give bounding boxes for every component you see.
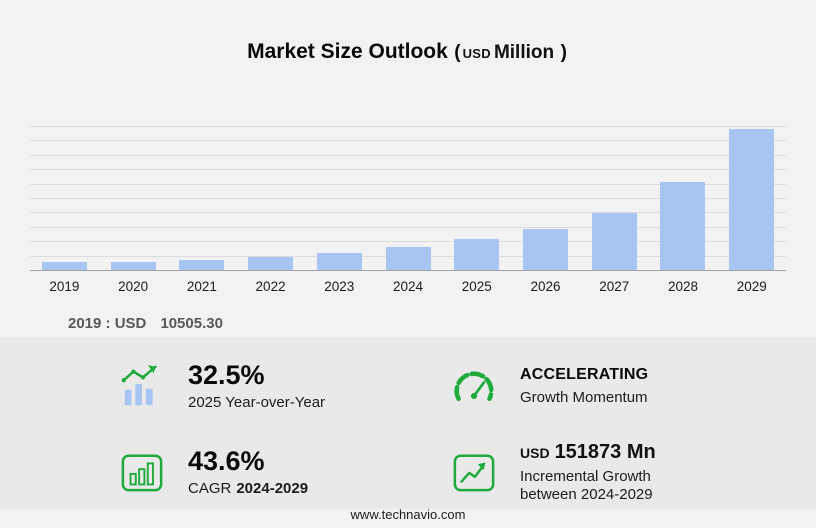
speedometer-icon [450, 366, 498, 406]
x-tick-label: 2025 [461, 279, 492, 294]
gridline [30, 183, 786, 185]
market-size-bar-chart: 2019 2020 2021 2022 2023 2024 2025 2026 2027 2028… [30, 126, 786, 294]
step-growth-icon [450, 450, 498, 494]
bar-2019 [41, 261, 87, 270]
bar-2029 [729, 128, 775, 270]
stat-incremental: USD 151873 Mn Incremental Growth between … [450, 435, 816, 509]
bar-growth-icon [118, 363, 166, 409]
bar-slot [167, 126, 236, 270]
cagr-value: 43.6% [188, 446, 265, 477]
bar-2022 [248, 256, 294, 270]
chart-bars [30, 126, 786, 270]
bar-2021 [179, 259, 225, 270]
title-main: Market Size Outlook [247, 40, 448, 63]
title-currency: USD [462, 46, 491, 61]
incremental-label-line1: Incremental Growth [520, 467, 651, 485]
incremental-label-line2: between 2024-2029 [520, 485, 653, 503]
bar-2027 [591, 212, 637, 270]
cagr-label-prefix: CAGR [188, 479, 232, 497]
yoy-value: 32.5% [188, 360, 265, 391]
stats-panel: 32.5% 2025 Year-over-Year ACCELERATING G… [0, 337, 816, 509]
base-year-label: 2019 : USD [68, 315, 147, 332]
x-tick-label: 2022 [255, 279, 286, 294]
x-tick-label: 2027 [599, 279, 630, 294]
bar-2025 [454, 239, 500, 270]
stat-yoy: 32.5% 2025 Year-over-Year [118, 355, 450, 417]
gridline [30, 154, 786, 156]
title-paren-open: ( [454, 42, 461, 63]
bar-slot [30, 126, 99, 270]
incremental-currency: USD [520, 444, 550, 461]
bar-2028 [660, 182, 706, 270]
momentum-value: ACCELERATING [520, 365, 649, 383]
gridline [30, 198, 786, 199]
bar-2023 [316, 253, 362, 270]
x-tick-label: 2021 [186, 279, 217, 294]
bar-slot [236, 126, 305, 270]
gridline [30, 241, 786, 243]
cagr-label-range: 2024-2029 [236, 479, 309, 497]
gridline [30, 169, 786, 171]
title-unit: Million [493, 42, 555, 63]
x-tick-label: 2026 [530, 279, 561, 294]
x-tick-label: 2024 [393, 279, 424, 294]
bar-slot [99, 126, 168, 270]
gridline [30, 140, 786, 142]
incremental-value: 151873 Mn [554, 440, 656, 463]
gridline [30, 212, 786, 214]
base-year-annotation: 2019 : USD 10505.30 [68, 315, 223, 332]
title-paren-close: ) [560, 42, 567, 63]
x-tick-label: 2020 [118, 279, 149, 294]
bar-slot [649, 126, 718, 270]
incremental-value-line: USD 151873 Mn [520, 441, 656, 464]
bar-2020 [110, 262, 156, 270]
momentum-label: Growth Momentum [520, 388, 648, 406]
bar-slot [374, 126, 443, 270]
bar-slot [511, 126, 580, 270]
gridline [30, 226, 786, 228]
bar-2024 [385, 246, 431, 270]
stat-momentum: ACCELERATING Growth Momentum [450, 355, 816, 417]
page-title: Market Size Outlook (USD Million ) [0, 40, 816, 64]
chart-plot-area [30, 126, 786, 271]
bar-slot [580, 126, 649, 270]
x-tick-label: 2023 [324, 279, 355, 294]
chart-x-labels: 2019 2020 2021 2022 2023 2024 2025 2026 2027 2028… [30, 279, 786, 294]
gridline [30, 126, 786, 127]
bar-slot [442, 126, 511, 270]
bar-2026 [523, 228, 568, 270]
website-url: www.technavio.com [350, 507, 466, 522]
bar-slot [305, 126, 374, 270]
x-tick-label: 2019 [49, 279, 80, 294]
boxed-bars-icon [118, 450, 166, 494]
bar-slot [717, 126, 786, 270]
yoy-label: 2025 Year-over-Year [188, 393, 326, 411]
x-tick-label: 2029 [736, 279, 767, 294]
stat-cagr: 43.6% CAGR 2024-2029 [118, 435, 450, 509]
x-tick-label: 2028 [667, 279, 698, 294]
base-year-value: 10505.30 [160, 315, 223, 332]
